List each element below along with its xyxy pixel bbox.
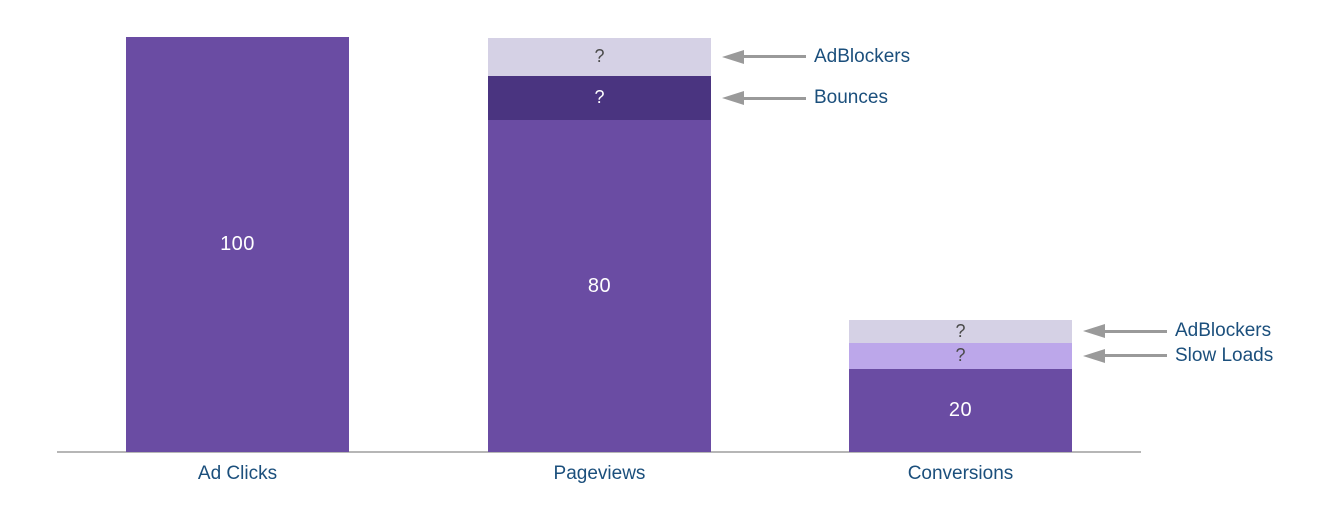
bar-pageviews-segment-adblockers: ?	[488, 37, 711, 76]
bar-pageviews-segment-main: 80	[488, 120, 711, 452]
callout-label-adblockers: AdBlockers	[814, 45, 911, 67]
callout-arrow-line-bounces	[742, 96, 806, 100]
callout-label-slow-loads: Slow Loads	[1175, 344, 1274, 366]
x-axis-label-ad-clicks: Ad Clicks	[197, 463, 278, 484]
segment-label-pageviews-main: 80	[587, 274, 612, 297]
x-axis-line	[57, 451, 1141, 453]
callout-arrowhead-slow-loads	[1083, 348, 1105, 363]
callout-label-bounces: Bounces	[814, 87, 888, 108]
callout-arrowhead-adblockers	[1083, 324, 1105, 339]
callout-arrow-line-adblockers	[742, 55, 806, 59]
segment-label-ad-clicks-main: 100	[220, 233, 255, 255]
segment-label-conversions-main: 20	[948, 399, 973, 421]
segment-label-pageviews-adblockers: ?	[594, 46, 605, 67]
callout-arrow-line-adblockers	[1103, 329, 1167, 333]
x-axis-label-conversions: Conversions	[907, 463, 1014, 484]
callout-arrow-line-slow-loads	[1103, 354, 1167, 358]
segment-label-pageviews-bounces: ?	[594, 87, 605, 108]
x-axis-label-pageviews: Pageviews	[553, 463, 646, 484]
callout-arrowhead-bounces	[722, 91, 744, 105]
bar-conversions-segment-main: 20	[849, 369, 1072, 452]
bar-pageviews-segment-bounces: ?	[488, 76, 711, 120]
bar-conversions-segment-adblockers: ?	[849, 320, 1072, 343]
bar-conversions-segment-slow-loads: ?	[849, 342, 1072, 369]
segment-label-conversions-adblockers: ?	[955, 320, 966, 341]
callout-label-adblockers: AdBlockers	[1175, 320, 1272, 342]
segment-label-conversions-slow-loads: ?	[955, 345, 966, 366]
bar-ad-clicks-segment-main: 100	[126, 37, 349, 452]
callout-arrowhead-adblockers	[722, 49, 744, 64]
